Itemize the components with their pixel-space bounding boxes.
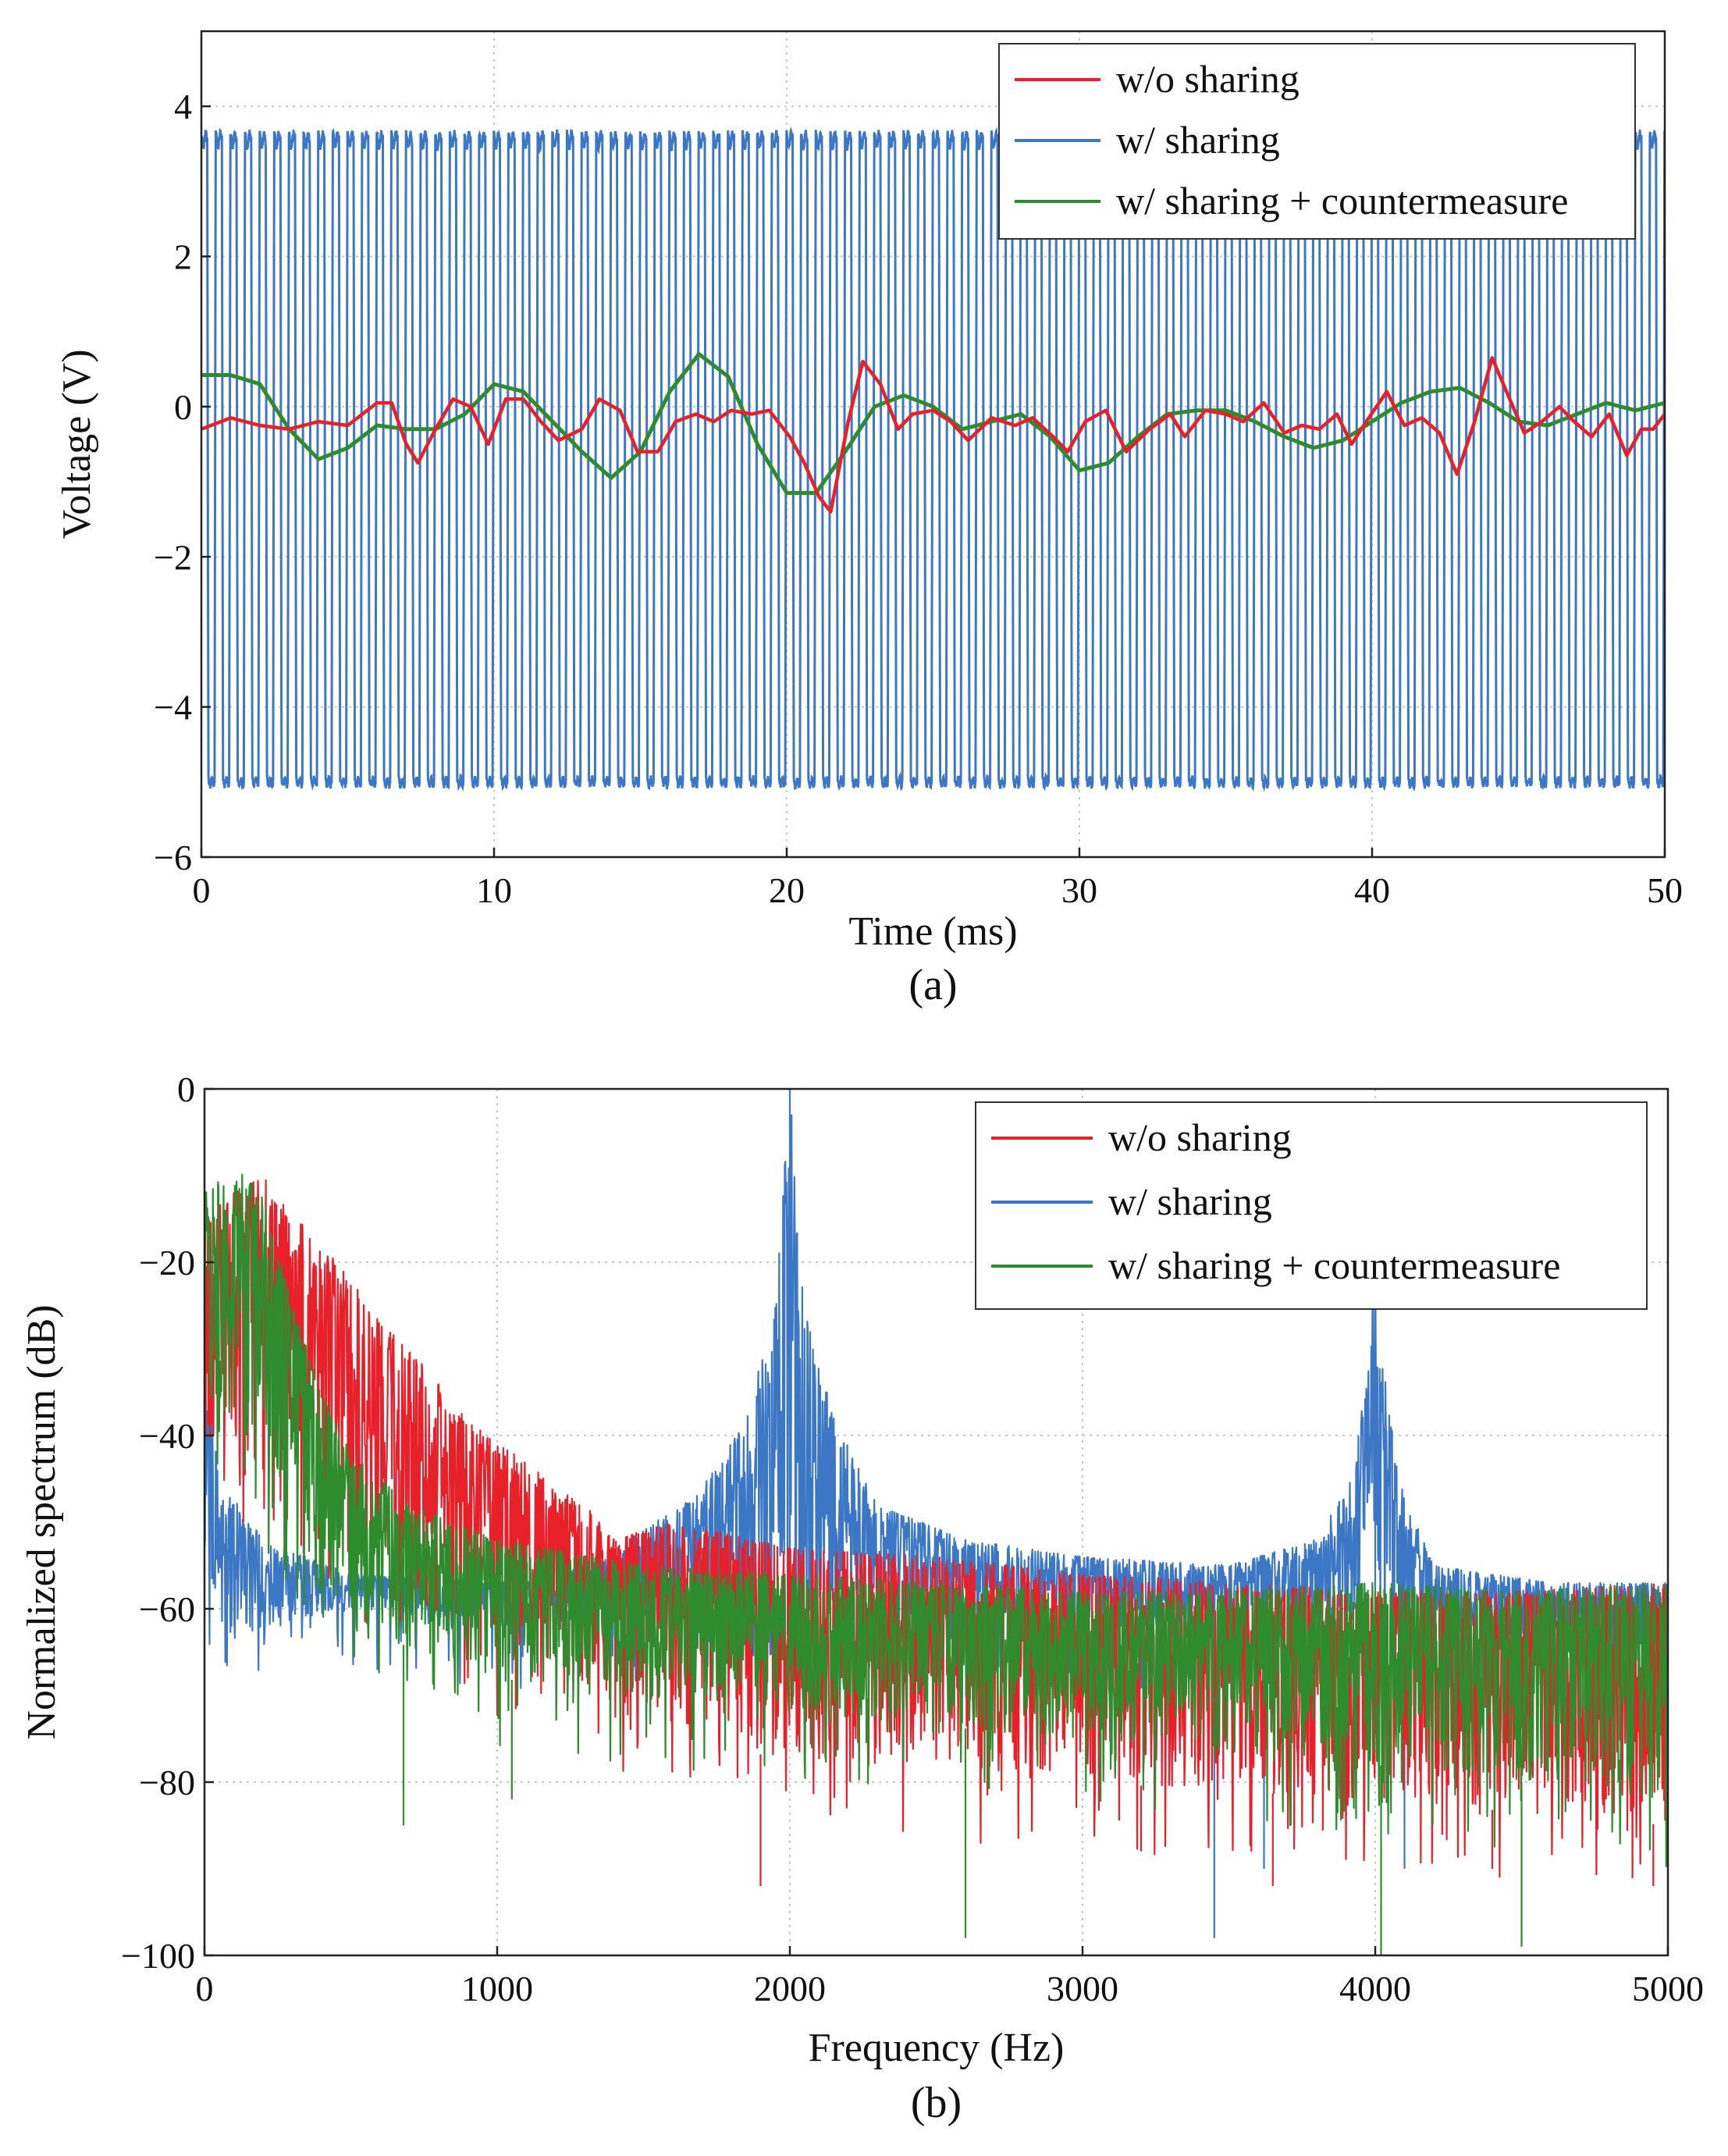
y-tick-label: −80 (139, 1763, 195, 1802)
x-tick-label: 20 (769, 870, 805, 910)
x-axis-label: Frequency (Hz) (809, 2026, 1065, 2070)
x-tick-label: 0 (193, 870, 211, 910)
y-tick-label: 2 (174, 237, 192, 277)
panel-a: 0 10 20 30 40 50 −6 −4 −2 0 2 4 Time (ms) Voltage (V)… (55, 30, 1683, 1009)
panel-b: 0 1000 2000 3000 4000 5000 −100 −80 −60 −40 −20 0 Fr… (20, 1069, 1704, 2127)
x-tick-label: 0 (196, 1969, 214, 2008)
panel-caption: (b) (911, 2079, 962, 2127)
y-tick-label: 0 (177, 1069, 195, 1109)
legend-entry: w/ sharing + countermeasure (1108, 1243, 1560, 1287)
y-axis-label: Normalized spectrum (dB) (20, 1304, 64, 1739)
x-tick-label: 30 (1061, 870, 1097, 910)
y-tick-label: −60 (139, 1589, 195, 1629)
legend-box (998, 43, 1636, 240)
x-tick-label: 5000 (1632, 1969, 1704, 2008)
series-line-w-sharing-countermeasure (201, 351, 1665, 495)
y-tick-label: −100 (121, 1936, 195, 1976)
x-tick-label: 3000 (1047, 1969, 1118, 2008)
x-tick-label: 2000 (754, 1969, 826, 2008)
legend-entry: w/ sharing (1108, 1179, 1272, 1223)
x-tick-label: 50 (1647, 870, 1683, 910)
x-tick-label: 10 (476, 870, 512, 910)
legend-entry: w/ sharing + countermeasure (1116, 179, 1568, 222)
y-tick-label: −2 (154, 537, 192, 577)
legend-entry: w/o sharing (1116, 57, 1300, 101)
legend-entry: w/ sharing (1116, 118, 1280, 162)
x-tick-label: 1000 (461, 1969, 533, 2008)
y-axis-label: Voltage (V) (55, 349, 99, 539)
y-tick-label: 0 (174, 387, 192, 427)
legend: w/o sharing w/ sharing w/ sharing + counte… (998, 43, 1636, 240)
series-line-wo-sharing (201, 356, 1665, 514)
y-tick-label: −40 (139, 1416, 195, 1456)
axes-frame (200, 30, 1666, 859)
axes-frame (203, 1087, 1669, 1957)
x-tick-label: 4000 (1339, 1969, 1411, 2008)
series-line-w-sharing-countermeasure (204, 1173, 1668, 1955)
legend: w/o sharing w/ sharing w/ sharing + counte… (975, 1101, 1648, 1310)
series-line-wo-sharing (204, 1179, 1668, 1887)
y-tick-label: −4 (154, 688, 192, 728)
x-tick-label: 40 (1354, 870, 1390, 910)
x-axis-label: Time (ms) (848, 909, 1017, 954)
legend-entry: w/o sharing (1108, 1115, 1292, 1159)
y-tick-label: −6 (154, 838, 192, 877)
panel-caption: (a) (908, 961, 957, 1009)
y-tick-label: 4 (174, 87, 192, 126)
y-tick-label: −20 (139, 1243, 195, 1283)
